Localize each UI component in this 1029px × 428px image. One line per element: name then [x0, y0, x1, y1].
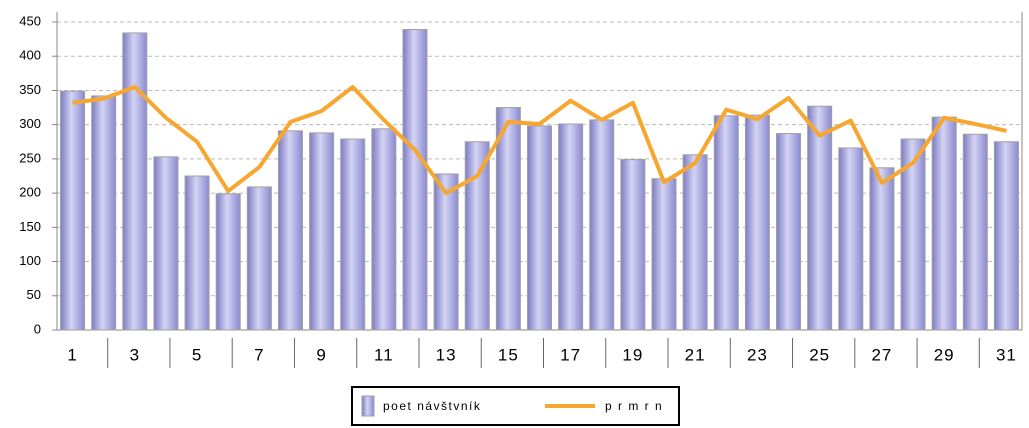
- y-tick-label: 300: [19, 116, 41, 131]
- bar: [962, 133, 988, 331]
- y-tick-label: 400: [19, 48, 41, 63]
- bar: [807, 105, 833, 331]
- x-tick-label: 1: [67, 345, 77, 364]
- bar: [651, 178, 677, 331]
- x-tick-label: 13: [436, 345, 457, 364]
- bar: [246, 186, 272, 331]
- legend-swatch: [361, 395, 375, 417]
- y-tick-label: 450: [19, 13, 41, 28]
- bar: [60, 90, 86, 331]
- bar: [122, 32, 148, 331]
- bar: [464, 141, 490, 331]
- bar: [744, 114, 770, 331]
- x-tick-label: 27: [871, 345, 892, 364]
- x-tick-label: 7: [254, 345, 264, 364]
- y-tick-label: 250: [19, 150, 41, 165]
- x-tick-label: 3: [130, 345, 140, 364]
- x-tick-label: 11: [374, 345, 394, 364]
- bar: [589, 119, 615, 331]
- bar: [277, 130, 303, 331]
- bar: [620, 159, 646, 331]
- bar: [682, 154, 708, 331]
- bar: [495, 107, 521, 331]
- bar: [776, 133, 802, 331]
- y-tick-label: 350: [19, 82, 41, 97]
- x-tick-label: 19: [622, 345, 643, 364]
- bar: [433, 173, 459, 331]
- y-tick-label: 200: [19, 185, 41, 200]
- x-tick-label: 23: [747, 345, 768, 364]
- y-tick-label: 150: [19, 219, 41, 234]
- bar: [838, 147, 864, 331]
- bar: [869, 167, 895, 331]
- bar: [931, 116, 957, 331]
- bar: [184, 175, 210, 331]
- bar: [309, 132, 335, 331]
- x-tick-label: 21: [685, 345, 706, 364]
- bar: [402, 29, 428, 331]
- x-tick-label: 25: [809, 345, 830, 364]
- y-tick-label: 0: [34, 321, 41, 336]
- y-tick-label: 50: [27, 287, 41, 302]
- bar: [371, 128, 397, 331]
- bar: [91, 95, 117, 331]
- bar: [993, 141, 1019, 331]
- x-tick-label: 17: [560, 345, 581, 364]
- bar: [713, 115, 739, 331]
- x-tick-label: 15: [498, 345, 519, 364]
- bar: [153, 156, 179, 331]
- x-tick-label: 31: [996, 345, 1017, 364]
- bar: [215, 193, 241, 331]
- legend-label: p r m r n: [605, 399, 663, 413]
- y-tick-label: 100: [19, 253, 41, 268]
- legend: [351, 386, 680, 426]
- x-tick-label: 5: [192, 345, 202, 364]
- bar: [340, 138, 366, 331]
- x-tick-label: 29: [934, 345, 955, 364]
- x-tick-label: 9: [316, 345, 326, 364]
- bar: [900, 138, 926, 331]
- bar: [527, 125, 552, 331]
- legend-label: poet návštvník: [383, 399, 481, 413]
- bar: [558, 123, 584, 331]
- line: [72, 85, 1007, 196]
